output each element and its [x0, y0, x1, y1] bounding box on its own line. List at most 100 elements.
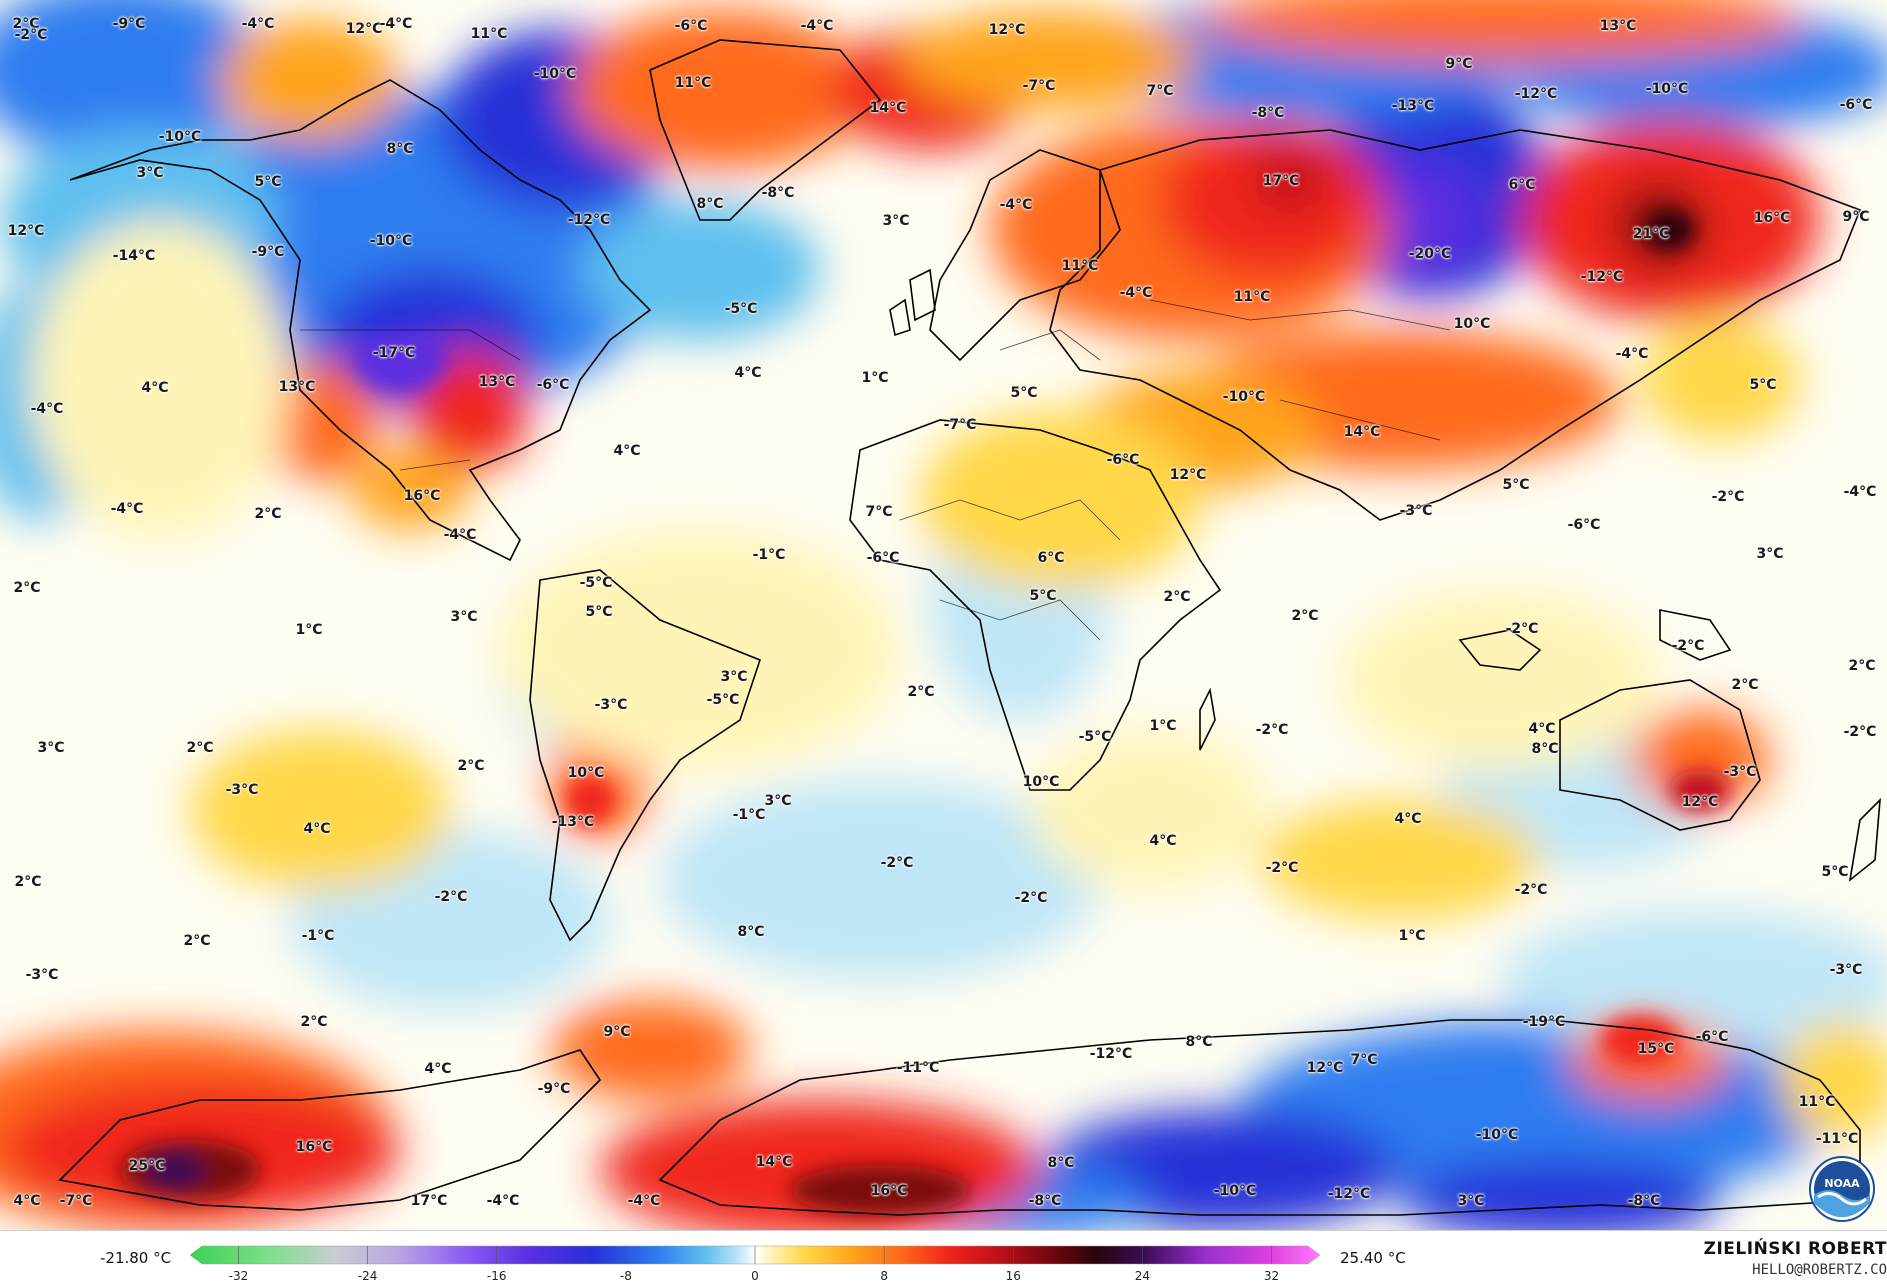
temperature-label: 14°C — [869, 100, 907, 116]
temperature-label: -4°C — [30, 401, 64, 417]
temperature-label: -2°C — [1014, 890, 1048, 906]
temperature-label: -17°C — [372, 345, 416, 361]
temperature-label: 3°C — [136, 165, 164, 181]
colorbar-tick-label: 0 — [751, 1269, 759, 1283]
temperature-label: -6°C — [1839, 97, 1873, 113]
temperature-label: -13°C — [551, 814, 595, 830]
temperature-label: 3°C — [1756, 546, 1784, 562]
temperature-label: -2°C — [1255, 722, 1289, 738]
temperature-label: 10°C — [1022, 774, 1060, 790]
temperature-label: 13°C — [478, 374, 516, 390]
temperature-label: -10°C — [533, 66, 577, 82]
temperature-label: -10°C — [1475, 1127, 1519, 1143]
temperature-label: 11°C — [1233, 289, 1271, 305]
temperature-label: -9°C — [537, 1081, 571, 1097]
temperature-label: -6°C — [866, 550, 900, 566]
temperature-label: -3°C — [594, 697, 628, 713]
temperature-label: 3°C — [37, 740, 65, 756]
colorbar-tick-label: -8 — [619, 1269, 632, 1283]
temperature-label: 4°C — [303, 821, 331, 837]
temperature-label: 2°C — [1163, 589, 1191, 605]
temperature-label: 2°C — [14, 874, 42, 890]
temperature-label: -6°C — [1695, 1029, 1729, 1045]
temperature-label: 3°C — [1457, 1193, 1485, 1209]
temperature-label: -14°C — [112, 248, 156, 264]
temperature-label: -1°C — [752, 547, 786, 563]
colorbar — [190, 1245, 1320, 1265]
temperature-label: 14°C — [755, 1154, 793, 1170]
author-name: ZIELIŃSKI ROBERT — [1703, 1239, 1887, 1259]
temperature-label: 5°C — [1749, 377, 1777, 393]
anomaly-field — [0, 0, 1887, 1230]
temperature-label: 6°C — [1508, 177, 1536, 193]
temperature-label: -8°C — [1251, 105, 1285, 121]
temperature-label: 7°C — [1350, 1052, 1378, 1068]
temperature-label: -10°C — [369, 233, 413, 249]
temperature-label: 9°C — [1445, 56, 1473, 72]
temperature-label: -4°C — [1615, 346, 1649, 362]
temperature-label: -1°C — [732, 807, 766, 823]
temperature-anomaly-map: -9°C 2°C -2°C -4°C 12°C -4°C 11°C -10°C -6°C -4°C… — [0, 0, 1887, 1230]
colorbar-tick-label: -16 — [486, 1269, 507, 1283]
temperature-label: -6°C — [1106, 452, 1140, 468]
temperature-label: 5°C — [1821, 864, 1849, 880]
temperature-label: 5°C — [1010, 385, 1038, 401]
temperature-label: 4°C — [424, 1061, 452, 1077]
temperature-label: -5°C — [724, 301, 758, 317]
temperature-label: 4°C — [1394, 811, 1422, 827]
temperature-label: 16°C — [403, 488, 441, 504]
temperature-label: 6°C — [1037, 550, 1065, 566]
temperature-label: 8°C — [1185, 1034, 1213, 1050]
temperature-label: -2°C — [434, 889, 468, 905]
temperature-label: 10°C — [567, 765, 605, 781]
temperature-label: 1°C — [1398, 928, 1426, 944]
temperature-label: -4°C — [627, 1193, 661, 1209]
temperature-label: 2°C — [907, 684, 935, 700]
temperature-label: -4°C — [241, 16, 275, 32]
temperature-label: -6°C — [536, 377, 570, 393]
temperature-label: -10°C — [158, 129, 202, 145]
temperature-label: -2°C — [1505, 621, 1539, 637]
temperature-label: 8°C — [1531, 741, 1559, 757]
legend-min-value: -21.80 °C — [100, 1249, 172, 1267]
temperature-label: 2°C — [1848, 658, 1876, 674]
temperature-label: 2°C — [186, 740, 214, 756]
colorbar-tick-labels: -32 -24 -16 -8 0 8 16 24 32 — [190, 1269, 1320, 1287]
temperature-label: -2°C — [1711, 489, 1745, 505]
temperature-label: -8°C — [1627, 1193, 1661, 1209]
temperature-label: 2°C — [457, 758, 485, 774]
temperature-label: 11°C — [1798, 1094, 1836, 1110]
temperature-label: -5°C — [1078, 729, 1112, 745]
temperature-label: -3°C — [1723, 764, 1757, 780]
temperature-label: -11°C — [896, 1060, 940, 1076]
colorbar-tick-label: 32 — [1263, 1269, 1280, 1283]
temperature-label: 12°C — [988, 22, 1026, 38]
temperature-label: -8°C — [1028, 1193, 1062, 1209]
temperature-label: -10°C — [1213, 1183, 1257, 1199]
temperature-label: -12°C — [1327, 1186, 1371, 1202]
temperature-label: 12°C — [1681, 794, 1719, 810]
legend-max-value: 25.40 °C — [1340, 1249, 1406, 1267]
colorbar-tick-label: 24 — [1134, 1269, 1151, 1283]
temperature-label: -2°C — [880, 855, 914, 871]
temperature-label: 7°C — [1146, 83, 1174, 99]
temperature-label: 16°C — [295, 1139, 333, 1155]
svg-text:NOAA: NOAA — [1824, 1177, 1860, 1190]
temperature-label: -4°C — [379, 16, 413, 32]
temperature-label: -12°C — [567, 212, 611, 228]
temperature-label: -2°C — [1671, 638, 1705, 654]
temperature-label: -3°C — [225, 782, 259, 798]
temperature-label: 7°C — [865, 504, 893, 520]
temperature-label: 14°C — [1343, 424, 1381, 440]
temperature-label: 1°C — [295, 622, 323, 638]
temperature-label: 16°C — [870, 1183, 908, 1199]
temperature-label: 4°C — [1528, 721, 1556, 737]
temperature-label: -3°C — [25, 967, 59, 983]
temperature-label: -7°C — [943, 417, 977, 433]
temperature-label: -5°C — [706, 692, 740, 708]
temperature-label: 2°C — [1731, 677, 1759, 693]
temperature-label: -1°C — [301, 928, 335, 944]
temperature-label: 8°C — [737, 924, 765, 940]
temperature-label: 9°C — [1842, 209, 1870, 225]
temperature-label: 8°C — [1047, 1155, 1075, 1171]
